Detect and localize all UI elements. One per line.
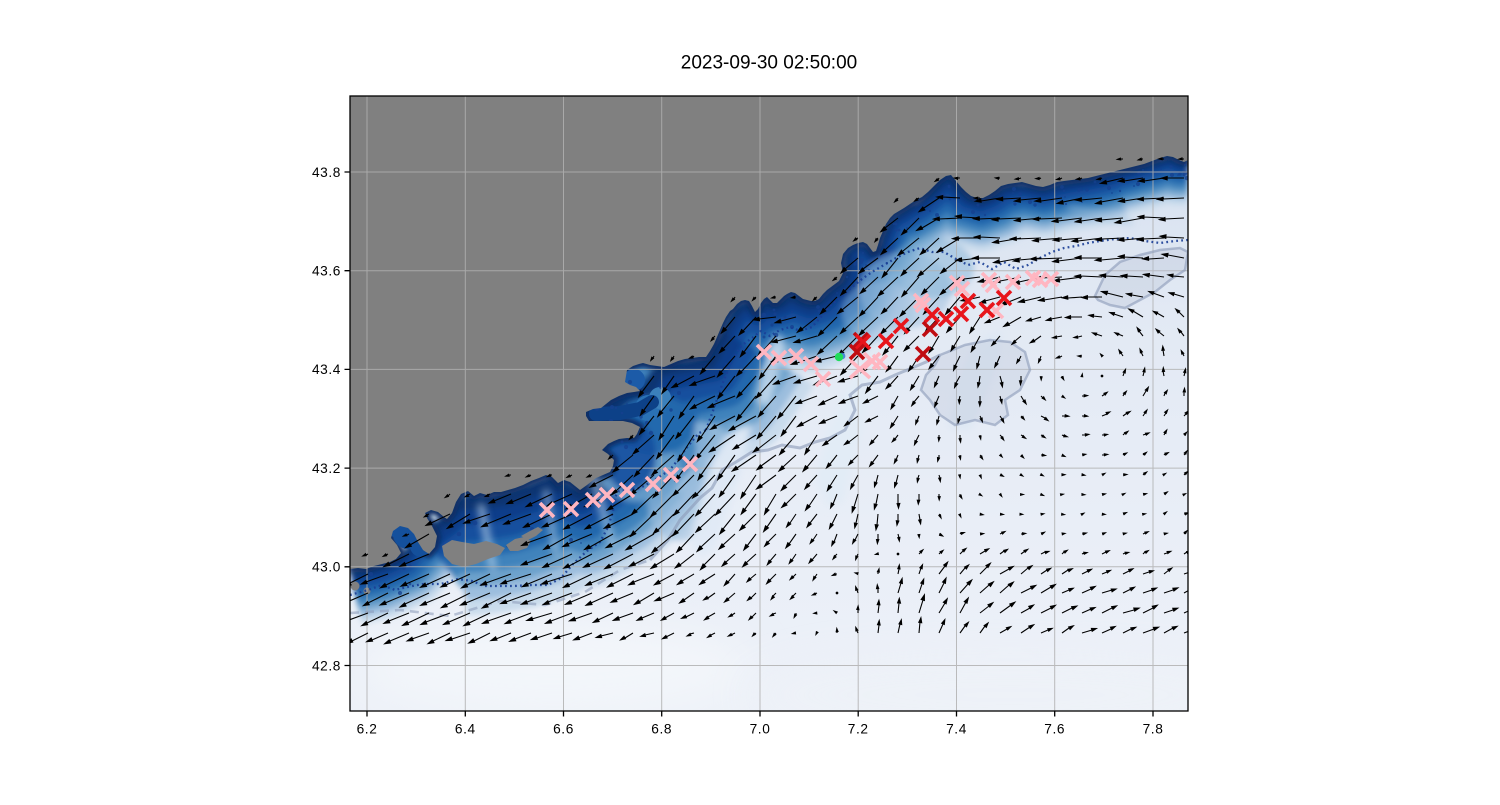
svg-text:2023-09-30 02:50:00: 2023-09-30 02:50:00 — [681, 53, 857, 74]
svg-text:7.4: 7.4 — [946, 722, 967, 737]
svg-text:6.6: 6.6 — [553, 722, 574, 737]
svg-text:42.8: 42.8 — [312, 658, 341, 673]
svg-text:43.6: 43.6 — [312, 264, 341, 279]
svg-text:6.8: 6.8 — [651, 722, 672, 737]
svg-text:7.6: 7.6 — [1044, 722, 1065, 737]
svg-text:43.0: 43.0 — [312, 560, 341, 575]
svg-text:6.2: 6.2 — [357, 722, 378, 737]
svg-text:43.4: 43.4 — [312, 362, 341, 377]
svg-text:6.4: 6.4 — [455, 722, 476, 737]
svg-text:43.8: 43.8 — [312, 165, 341, 180]
svg-text:7.2: 7.2 — [848, 722, 869, 737]
svg-text:7.0: 7.0 — [750, 722, 771, 737]
svg-text:43.2: 43.2 — [312, 461, 341, 476]
svg-text:7.8: 7.8 — [1143, 722, 1164, 737]
